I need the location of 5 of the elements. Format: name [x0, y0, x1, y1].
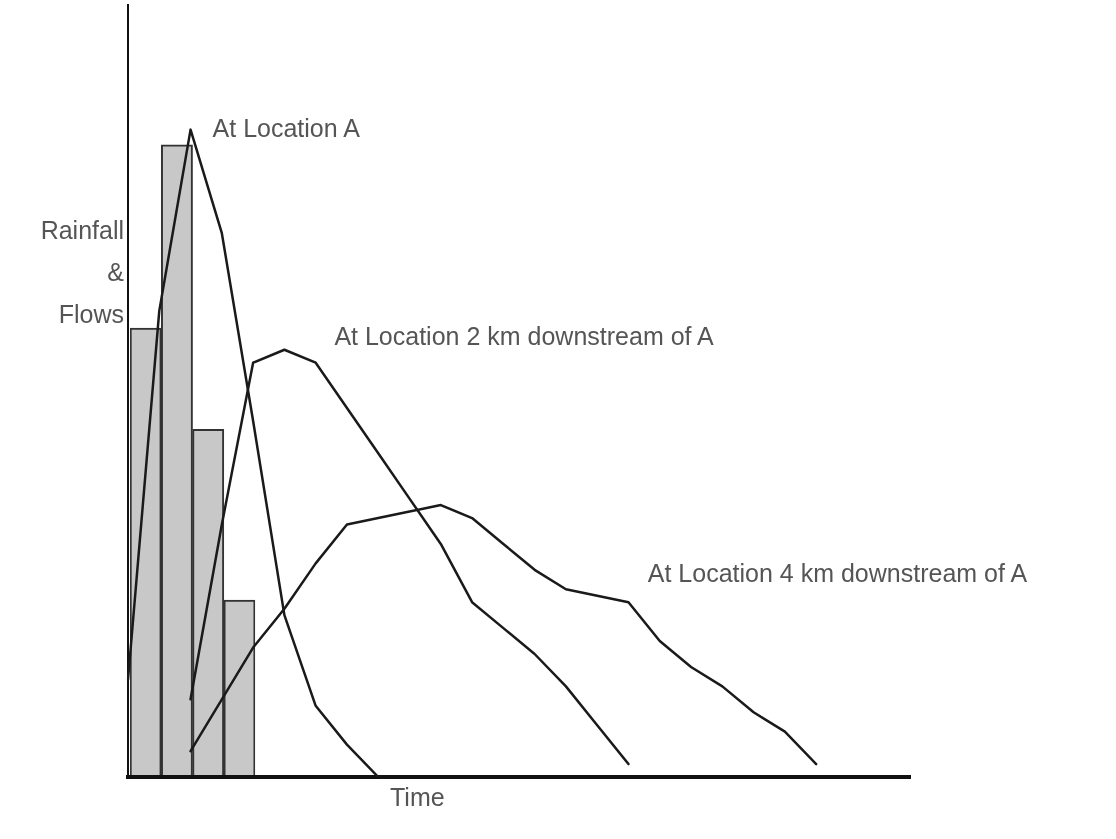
series-label: At Location 2 km downstream of A [334, 321, 715, 350]
series-label: At Location 4 km downstream of A [647, 558, 1028, 587]
y-axis-title: Rainfall & Flows [40, 216, 125, 329]
series-label: At Location A [212, 113, 361, 142]
x-axis-title: Time [390, 783, 445, 812]
